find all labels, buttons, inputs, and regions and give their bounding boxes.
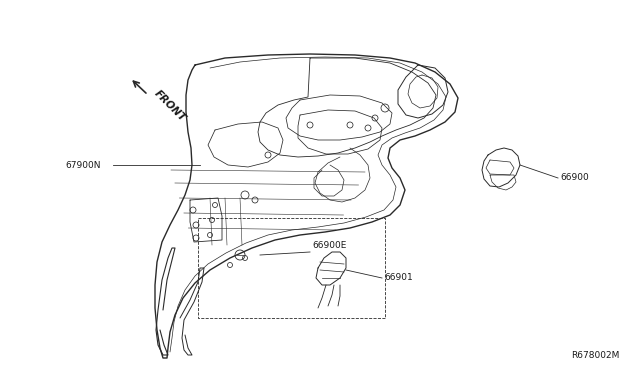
Text: 66901: 66901: [384, 273, 413, 282]
Text: 66900: 66900: [560, 173, 589, 183]
Text: 67900N: 67900N: [65, 160, 100, 170]
Text: R678002M: R678002M: [572, 351, 620, 360]
Text: FRONT: FRONT: [152, 88, 187, 123]
Text: 66900E: 66900E: [312, 241, 346, 250]
